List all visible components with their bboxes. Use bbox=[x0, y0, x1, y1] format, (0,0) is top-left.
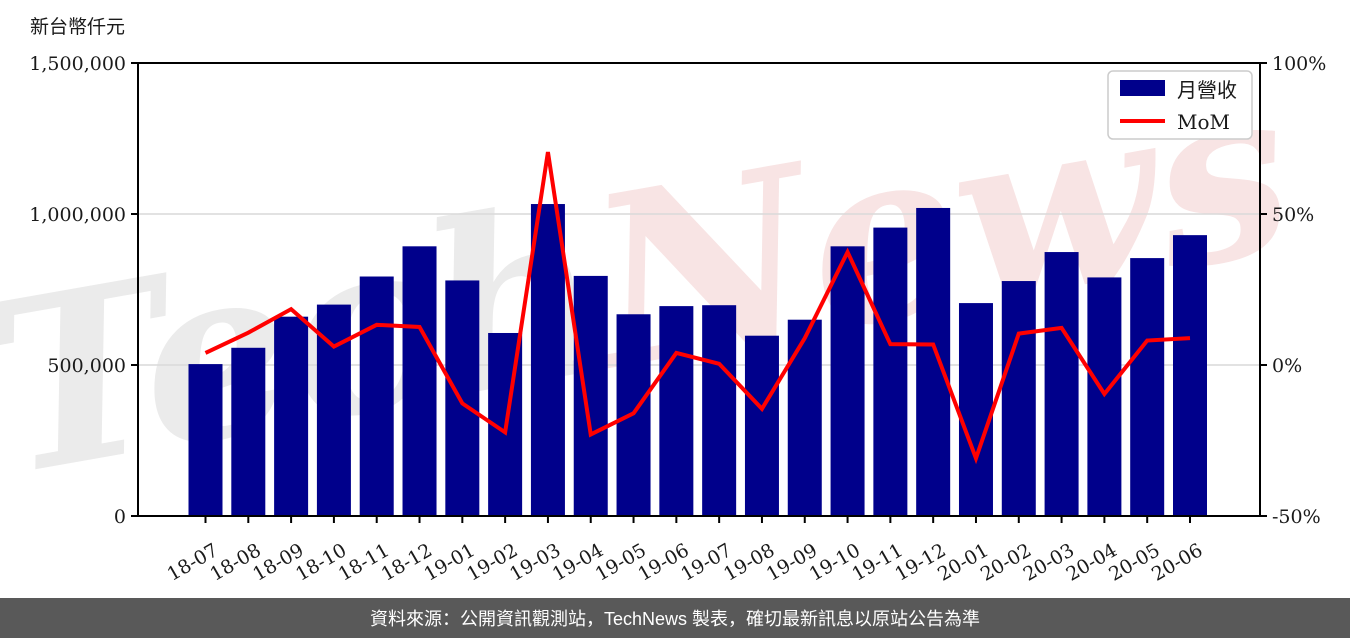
revenue-bar-19-06 bbox=[659, 306, 694, 516]
legend-bar-label: 月營收 bbox=[1177, 78, 1237, 102]
revenue-bar-20-02 bbox=[1001, 281, 1036, 516]
revenue-bar-19-03 bbox=[530, 204, 565, 516]
revenue-bar-19-12 bbox=[916, 207, 951, 516]
left-axis-title: 新台幣仟元 bbox=[30, 17, 126, 38]
footer-bar: 資料來源：公開資訊觀測站，TechNews 製表，確切最新訊息以原站公告為準 bbox=[0, 598, 1350, 638]
revenue-bar-20-06 bbox=[1173, 235, 1207, 516]
left-axis-tick-label: 1,000,000 bbox=[29, 204, 126, 226]
revenue-bar-18-12 bbox=[402, 246, 437, 516]
revenue-bar-19-09 bbox=[787, 319, 822, 516]
revenue-bar-20-03 bbox=[1044, 252, 1079, 516]
revenue-bar-20-05 bbox=[1130, 258, 1165, 516]
left-axis-tick-label: 0 bbox=[114, 506, 126, 528]
revenue-bar-19-11 bbox=[873, 227, 908, 516]
revenue-bar-19-10 bbox=[830, 246, 865, 516]
left-axis-tick-label: 500,000 bbox=[47, 355, 126, 377]
legend-line-label: MoM bbox=[1177, 110, 1230, 134]
revenue-bar-18-07 bbox=[188, 364, 223, 516]
revenue-bar-19-07 bbox=[702, 305, 737, 516]
revenue-bar-19-08 bbox=[744, 335, 779, 516]
revenue-bar-18-08 bbox=[231, 347, 266, 516]
revenue-bar-20-01 bbox=[958, 303, 993, 516]
revenue-bar-19-01 bbox=[445, 280, 480, 516]
right-axis-tick-label: 100% bbox=[1272, 53, 1326, 75]
left-axis-tick-label: 1,500,000 bbox=[29, 53, 126, 75]
chart-canvas: TechNews0500,0001,000,0001,500,000-50%0%… bbox=[0, 30, 1326, 586]
legend-bar-swatch bbox=[1120, 80, 1165, 96]
mom-line bbox=[204, 151, 1191, 465]
revenue-bar-18-11 bbox=[359, 276, 394, 516]
right-axis-tick-label: -50% bbox=[1272, 506, 1321, 528]
footer-source-text: 資料來源：公開資訊觀測站，TechNews 製表，確切最新訊息以原站公告為準 bbox=[369, 609, 981, 629]
plot-border bbox=[137, 62, 1261, 517]
x-axis-tick-label: 20-06 bbox=[1148, 539, 1206, 585]
right-axis-tick-label: 0% bbox=[1272, 355, 1302, 377]
right-axis-tick-label: 50% bbox=[1272, 204, 1314, 226]
revenue-bar-18-09 bbox=[274, 316, 309, 516]
revenue-bar-19-04 bbox=[573, 275, 608, 516]
